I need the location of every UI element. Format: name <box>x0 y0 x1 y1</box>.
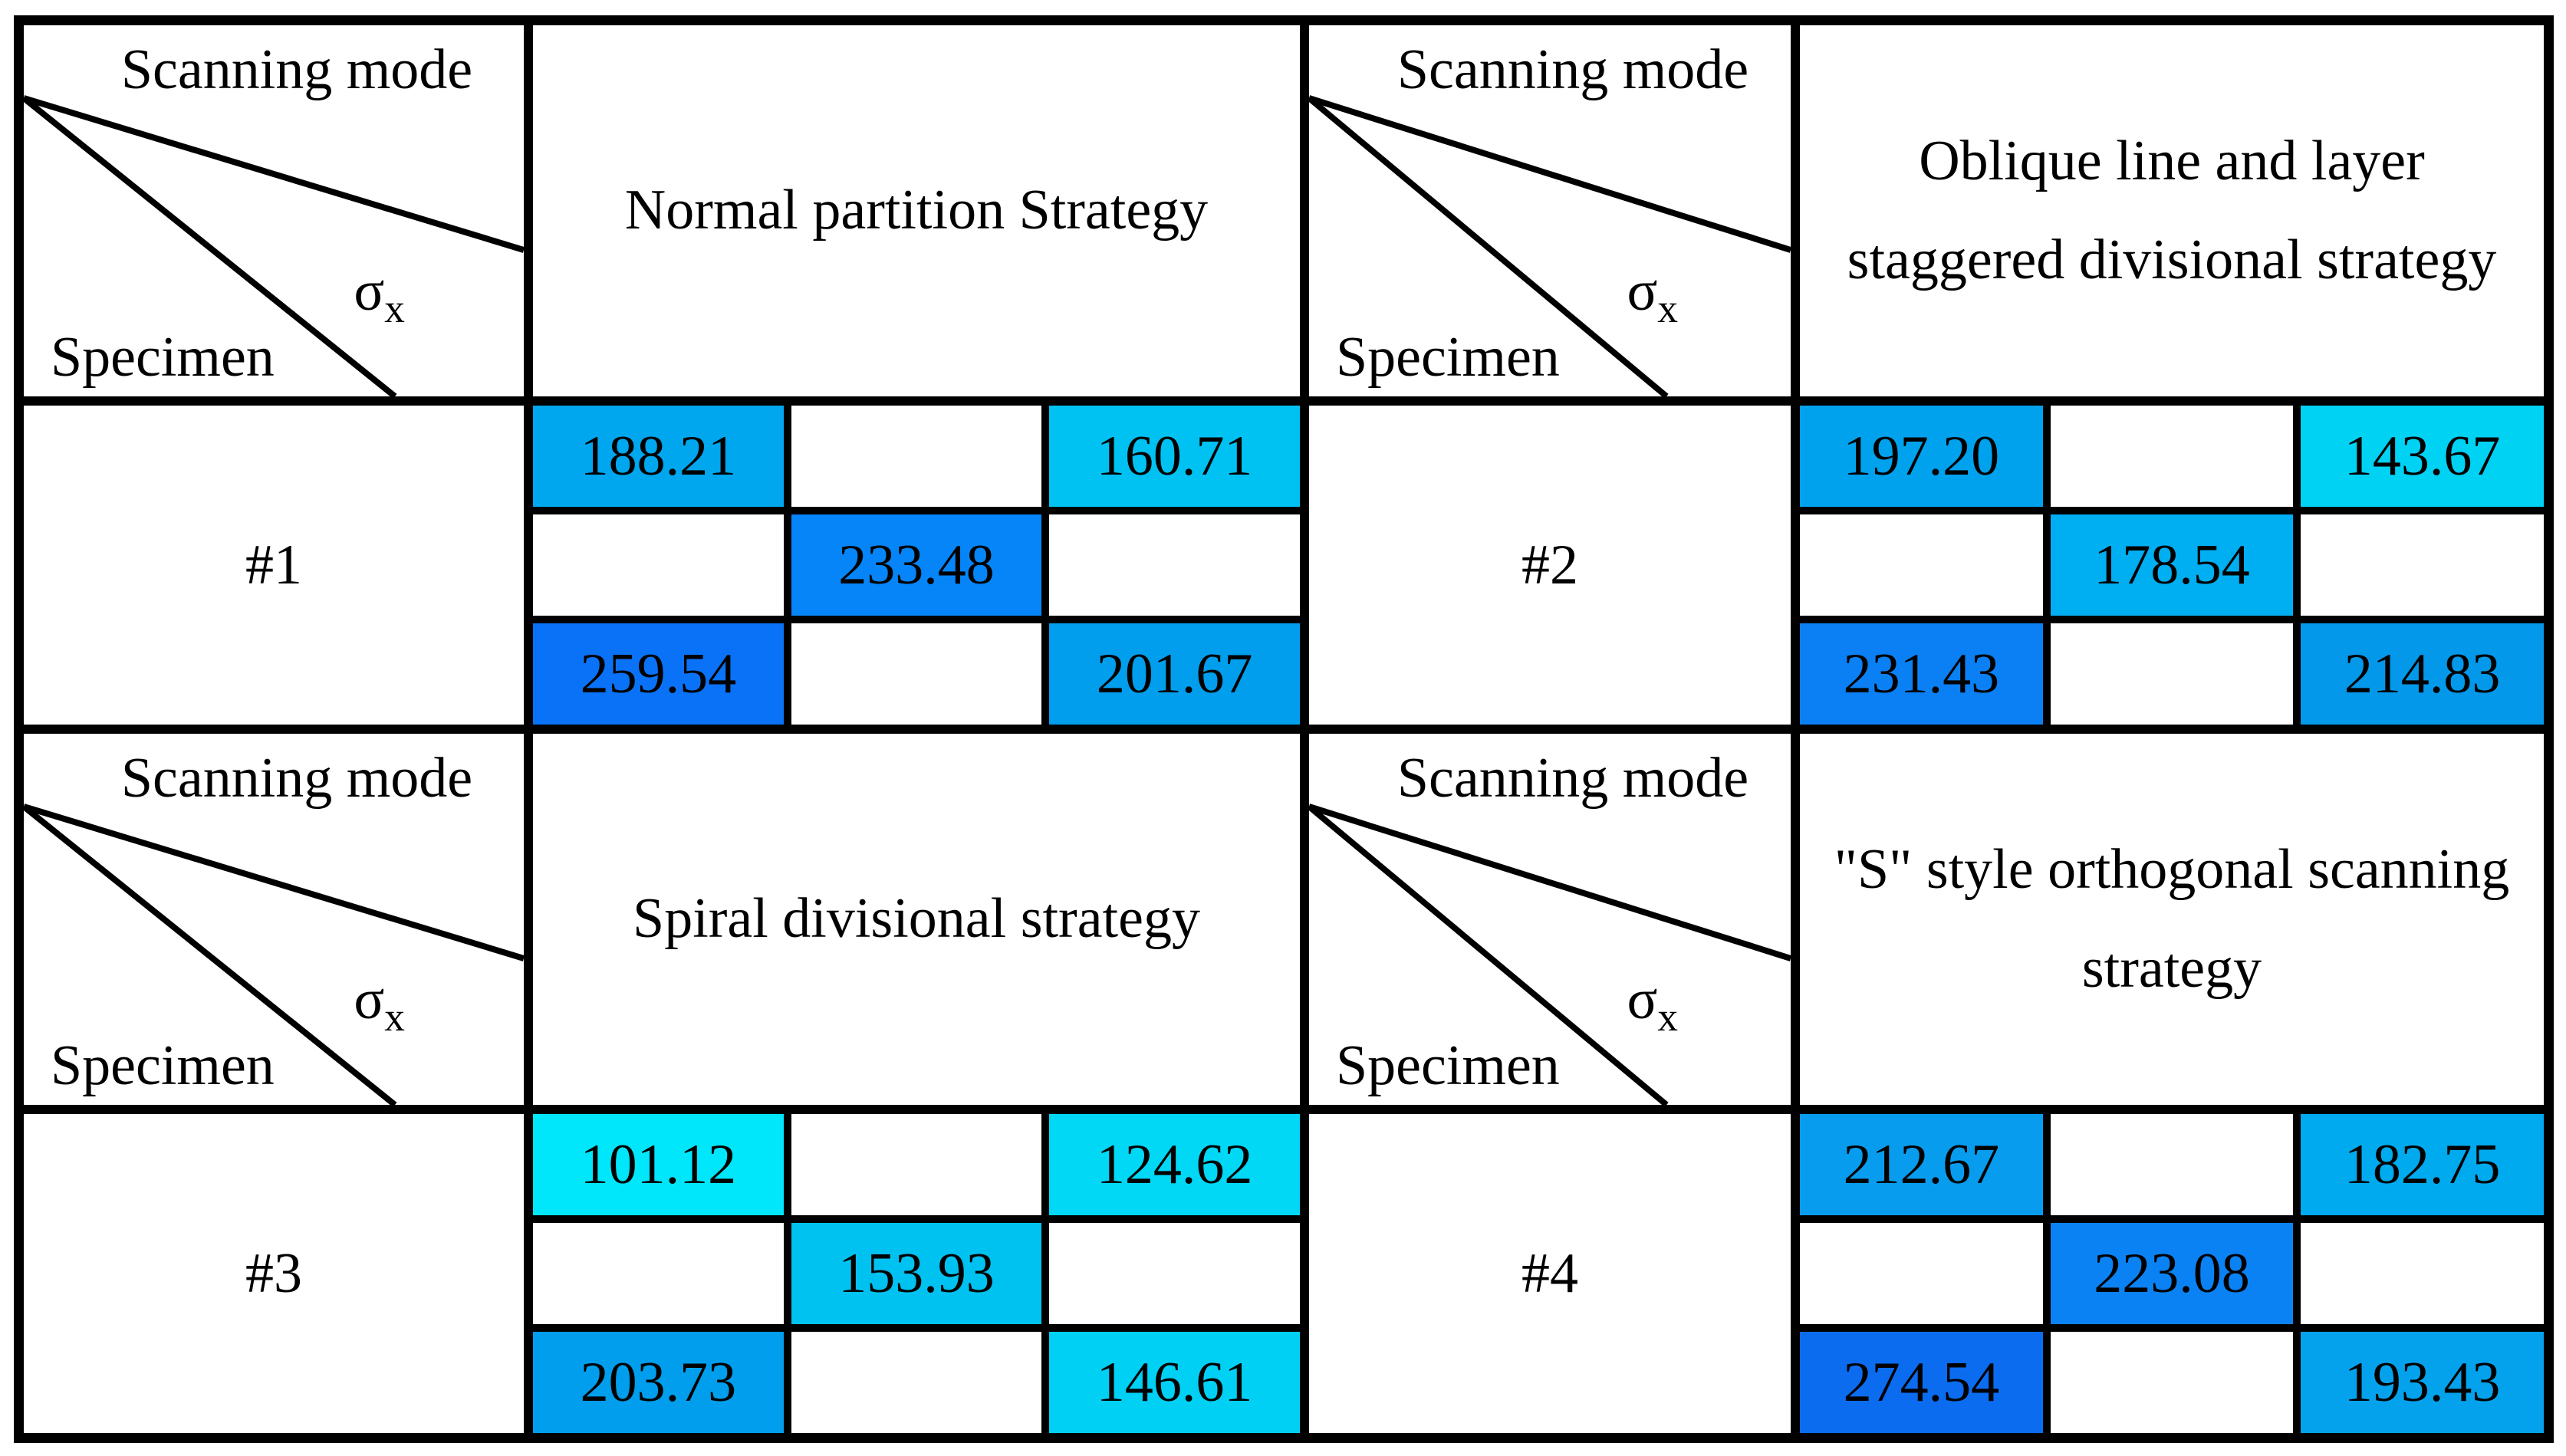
empty-cell <box>2301 1223 2544 1324</box>
diagonal-divider-lines <box>24 95 524 396</box>
empty-cell <box>2050 623 2294 725</box>
stress-value-cell: 214.83 <box>2301 623 2544 725</box>
stress-value-cell: 160.71 <box>1049 406 1300 507</box>
scanning-mode-label: Scanning mode <box>120 38 473 101</box>
empty-cell <box>533 1223 784 1324</box>
diagonal-divider-lines <box>1309 804 1791 1105</box>
stress-value-cell: 101.12 <box>533 1114 784 1215</box>
stress-value-cell: 193.43 <box>2301 1332 2544 1433</box>
empty-cell <box>1049 1223 1300 1324</box>
stress-value-cell: 197.20 <box>1800 406 2043 507</box>
empty-cell <box>791 406 1042 507</box>
stress-value-cell: 223.08 <box>2050 1223 2294 1324</box>
specimen-label: Specimen <box>1336 1034 1560 1097</box>
strategy-title-q4: "S" style orthogonal scanning strategy <box>1800 734 2544 1105</box>
sigma-x-label: σx <box>1627 968 1678 1040</box>
empty-cell <box>2050 406 2294 507</box>
specimen-id-q1: #1 <box>24 406 524 725</box>
specimen-label: Specimen <box>51 1034 275 1097</box>
table-band-top: Scanning mode σx Specimen Normal partiti… <box>24 25 2544 725</box>
stress-value-cell: 201.67 <box>1049 623 1300 725</box>
strategy-title-q1: Normal partition Strategy <box>533 25 1300 396</box>
sigma-x-label: σx <box>354 968 405 1040</box>
strategy-title-q2: Oblique line and layer staggered divisio… <box>1800 25 2544 396</box>
empty-cell <box>2050 1114 2294 1215</box>
stress-value-cell: 231.43 <box>1800 623 2043 725</box>
specimen-id-q2: #2 <box>1309 406 1791 725</box>
stress-grid-q4: 212.67 182.75 223.08 274.54 193.43 <box>1800 1114 2544 1433</box>
corner-header-cell-q1: Scanning mode σx Specimen <box>24 25 524 396</box>
stress-value-cell: 146.61 <box>1049 1332 1300 1433</box>
sigma-x-label: σx <box>354 259 405 331</box>
corner-header-cell-q2: Scanning mode σx Specimen <box>1309 25 1791 396</box>
scanning-mode-label: Scanning mode <box>120 747 473 810</box>
specimen-id-q4: #4 <box>1309 1114 1791 1433</box>
stress-grid-q2: 197.20 143.67 178.54 231.43 214.83 <box>1800 406 2544 725</box>
empty-cell <box>791 1332 1042 1433</box>
stress-value-cell: 259.54 <box>533 623 784 725</box>
scanning-mode-label: Scanning mode <box>1396 747 1749 810</box>
empty-cell <box>791 623 1042 725</box>
results-table: Scanning mode σx Specimen Normal partiti… <box>14 15 2554 1443</box>
scanning-mode-label: Scanning mode <box>1396 38 1749 101</box>
specimen-id-q3: #3 <box>24 1114 524 1433</box>
stress-grid-q1: 188.21 160.71 233.48 259.54 201.67 <box>533 406 1300 725</box>
stress-value-cell: 182.75 <box>2301 1114 2544 1215</box>
stress-value-cell: 274.54 <box>1800 1332 2043 1433</box>
sigma-x-label: σx <box>1627 259 1678 331</box>
corner-header-cell-q3: Scanning mode σx Specimen <box>24 734 524 1105</box>
empty-cell <box>791 1114 1042 1215</box>
empty-cell <box>1049 514 1300 616</box>
empty-cell <box>533 514 784 616</box>
stress-value-cell: 203.73 <box>533 1332 784 1433</box>
diagonal-divider-lines <box>24 804 524 1105</box>
strategy-title-q3: Spiral divisional strategy <box>533 734 1300 1105</box>
stress-value-cell: 212.67 <box>1800 1114 2043 1215</box>
corner-header-cell-q4: Scanning mode σx Specimen <box>1309 734 1791 1105</box>
diagonal-divider-lines <box>1309 95 1791 396</box>
stress-value-cell: 178.54 <box>2050 514 2294 616</box>
table-band-bottom: Scanning mode σx Specimen Spiral divisio… <box>24 734 2544 1433</box>
stress-grid-q3: 101.12 124.62 153.93 203.73 146.61 <box>533 1114 1300 1433</box>
empty-cell <box>2050 1332 2294 1433</box>
stress-value-cell: 143.67 <box>2301 406 2544 507</box>
stress-value-cell: 233.48 <box>791 514 1042 616</box>
specimen-label: Specimen <box>1336 326 1560 389</box>
empty-cell <box>1800 1223 2043 1324</box>
stress-value-cell: 188.21 <box>533 406 784 507</box>
stress-value-cell: 153.93 <box>791 1223 1042 1324</box>
empty-cell <box>2301 514 2544 616</box>
stress-value-cell: 124.62 <box>1049 1114 1300 1215</box>
specimen-label: Specimen <box>51 326 275 389</box>
empty-cell <box>1800 514 2043 616</box>
